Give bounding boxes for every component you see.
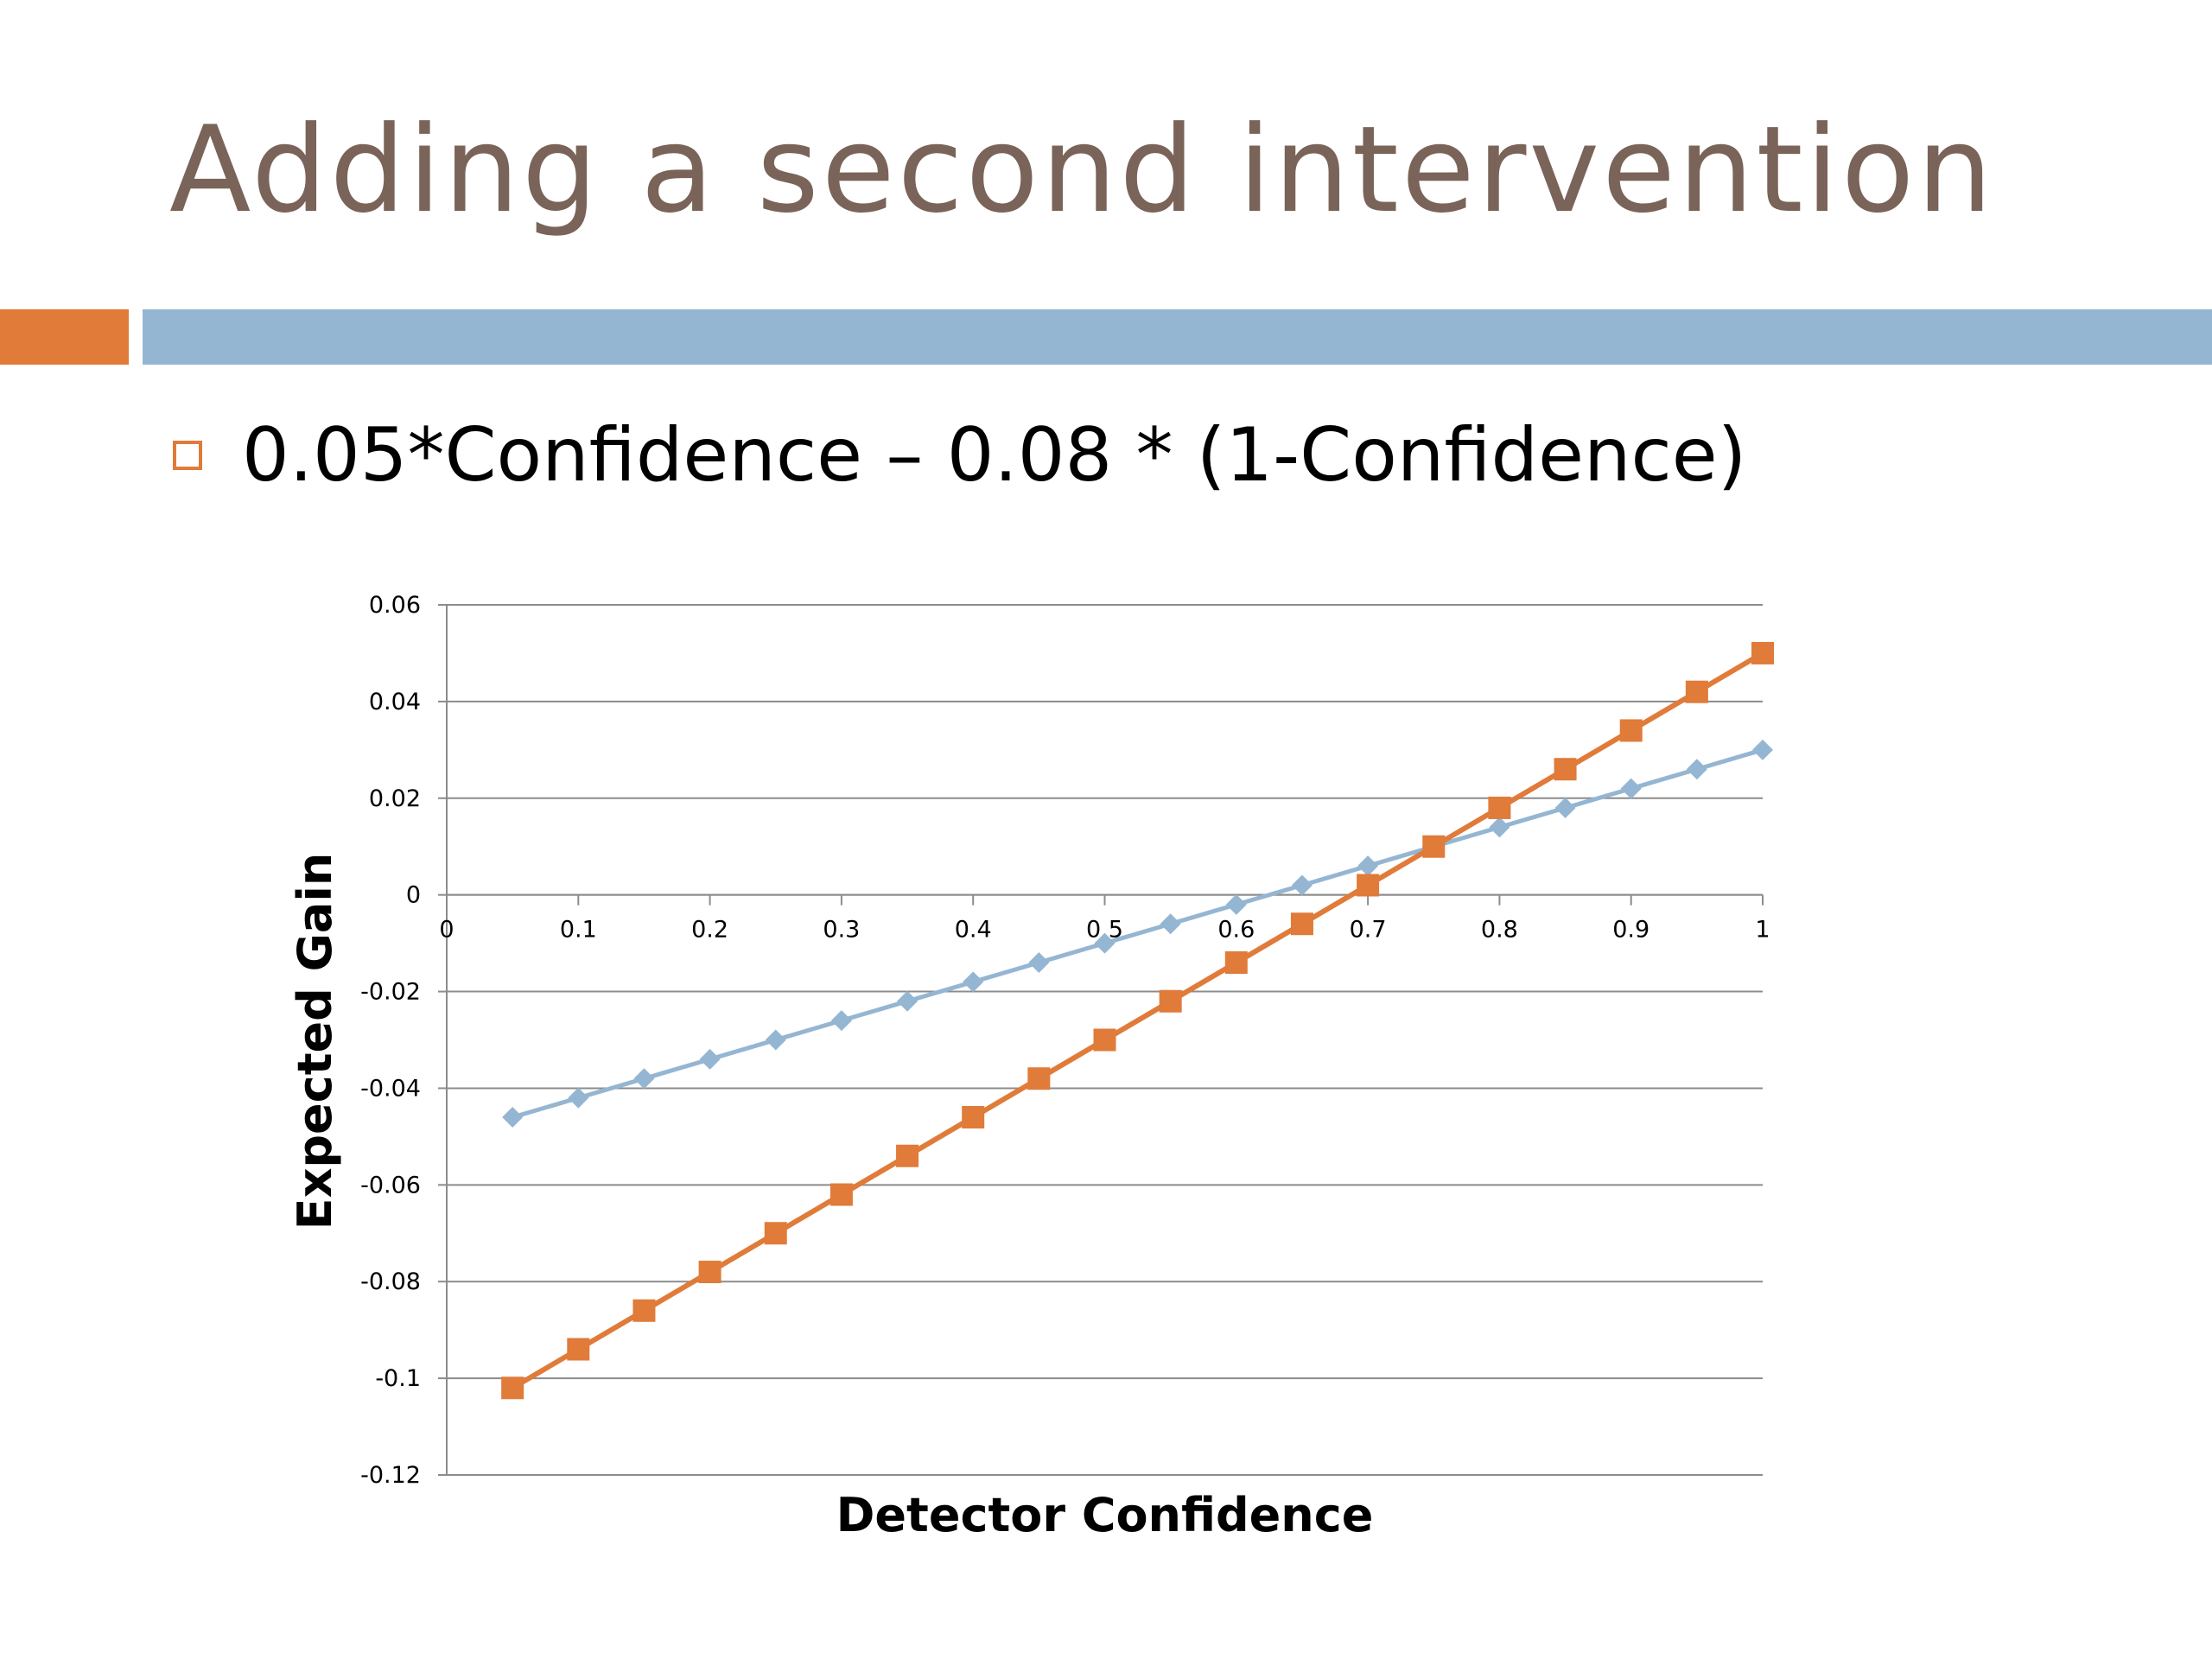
data-point-diamond [830,1010,852,1032]
data-point-square [698,1261,721,1284]
data-point-diamond [633,1068,655,1090]
data-point-square [962,1106,985,1129]
bullet-text: 0.05*Confidence – 0.08 * (1-Confidence) [242,412,1747,499]
x-axis-title: Detector Confidence [836,1488,1374,1542]
data-point-diamond [1554,797,1576,818]
data-point-square [632,1299,656,1322]
y-axis-title: Expected Gain [288,853,342,1230]
data-point-diamond [963,971,984,993]
data-point-square [1224,950,1248,974]
accent-bar-blue [143,309,2212,365]
data-point-square [1159,989,1182,1013]
y-tick-label: -0.02 [360,979,421,1006]
data-point-diamond [897,990,918,1012]
y-tick-label: -0.08 [360,1268,421,1295]
bullet-item: 0.05*Confidence – 0.08 * (1-Confidence) [173,408,1746,503]
y-tick-label: -0.06 [360,1172,421,1198]
data-point-diamond [1489,817,1510,838]
data-point-diamond [1357,855,1379,877]
data-point-diamond [1160,913,1181,935]
data-point-diamond [765,1029,786,1051]
data-point-diamond [1752,739,1773,760]
data-point-square [1422,835,1446,858]
data-point-diamond [568,1087,589,1109]
data-point-diamond [1225,893,1247,915]
data-point-square [1357,874,1380,897]
y-tick-label: 0.04 [369,689,421,715]
data-point-diamond [1028,951,1050,973]
x-tick-label: 0 [439,917,454,944]
data-point-diamond [502,1107,524,1128]
x-tick-label: 0.4 [955,917,992,944]
y-tick-label: -0.04 [360,1075,421,1102]
data-point-square [1488,796,1511,819]
series-2 [501,641,1774,1400]
x-tick-label: 0.6 [1217,917,1255,944]
data-point-diamond [1291,874,1313,896]
data-point-square [830,1183,853,1206]
y-tick-label: 0 [406,882,421,909]
x-tick-label: 0.2 [691,917,728,944]
y-tick-label: 0.02 [369,785,421,812]
y-tick-label: -0.12 [360,1462,421,1489]
series-line [512,747,1764,1120]
data-point-square [896,1144,919,1167]
data-point-square [1290,912,1313,936]
y-tick-label: 0.06 [369,592,421,619]
x-tick-label: 0.9 [1612,917,1649,944]
data-point-diamond [1620,778,1642,799]
x-tick-label: 0.3 [823,917,860,944]
data-point-square [1093,1028,1116,1052]
x-tick-label: 0.8 [1481,917,1518,944]
data-point-square [1751,641,1774,664]
data-point-square [1027,1067,1051,1090]
data-point-square [1685,680,1708,703]
data-point-square [567,1338,590,1361]
data-point-diamond [1094,932,1116,954]
data-point-diamond [699,1048,721,1070]
data-point-square [764,1222,787,1245]
data-point-square [1619,719,1643,742]
x-tick-label: 1 [1755,917,1770,944]
data-point-square [1554,758,1577,781]
slide-title: Adding a second intervention [169,100,1995,239]
data-point-diamond [1686,759,1707,780]
square-bullet-icon [173,441,202,470]
y-tick-label: -0.1 [375,1365,421,1392]
accent-bar-orange [0,309,129,365]
x-tick-label: 0.1 [560,917,597,944]
data-point-square [501,1376,524,1400]
x-tick-label: 0.7 [1350,917,1387,944]
